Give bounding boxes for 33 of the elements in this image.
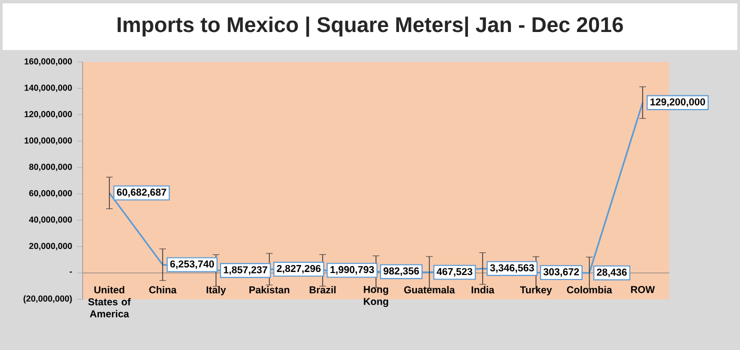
x-tick-label: India (472, 286, 494, 294)
data-label: 303,672 (543, 268, 579, 277)
data-label: 129,200,000 (650, 98, 706, 107)
y-tick-label: (20,000,000) (24, 295, 72, 304)
data-label: 60,682,687 (116, 188, 166, 198)
data-label: 467,523 (436, 268, 472, 277)
y-tick-label: 80,000,000 (29, 164, 72, 172)
y-tick-label: 120,000,000 (24, 111, 72, 118)
x-tick-label: Colombia (566, 286, 612, 294)
x-tick-label: United States of America (88, 286, 131, 318)
data-label: 1,990,793 (330, 266, 374, 275)
y-tick-label: 160,000,000 (24, 58, 72, 66)
data-label: 2,827,296 (276, 264, 321, 274)
x-tick-label: Guatemala (404, 286, 455, 294)
y-tick-label: - (70, 272, 72, 273)
x-tick-label: China (149, 286, 177, 294)
data-label: 982,356 (384, 267, 419, 276)
y-tick-label: 60,000,000 (29, 190, 72, 198)
x-tick-label: ROW (631, 286, 655, 294)
x-tick-label: Hong Kong (364, 286, 388, 308)
data-label: 3,346,563 (490, 264, 534, 273)
data-label: 6,253,740 (170, 260, 214, 269)
x-tick-label: Turkey (520, 286, 552, 296)
chart-title: Imports to Mexico | Square Meters| Jan - Dec 2016 (118, 16, 623, 37)
x-tick-label: Brazil (310, 286, 336, 294)
data-label: 28,436 (596, 268, 627, 278)
x-tick-label: Italy (206, 286, 226, 296)
y-tick-label: 40,000,000 (29, 216, 72, 224)
y-tick-label: 140,000,000 (24, 84, 72, 92)
x-tick-label: Pakistan (249, 286, 290, 294)
data-label: 1,857,237 (224, 266, 268, 275)
y-tick-label: 100,000,000 (24, 137, 72, 145)
y-tick-label: 20,000,000 (29, 242, 72, 250)
